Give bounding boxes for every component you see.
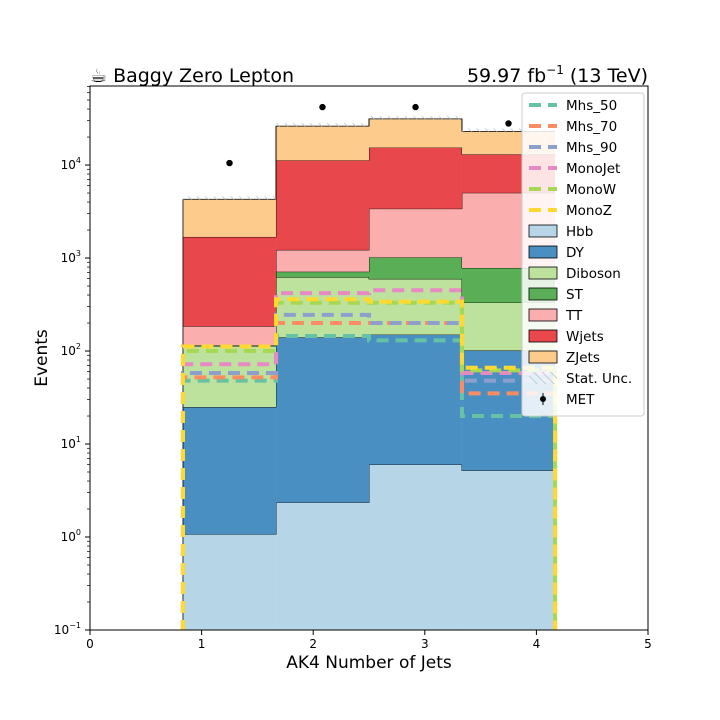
legend-item: Mhs_50	[529, 98, 617, 114]
y-tick-label: 101	[61, 435, 81, 451]
plot-frame	[89, 85, 649, 631]
legend-label: Hbb	[566, 224, 593, 240]
legend-item: DY	[528, 245, 585, 261]
signal-mhs_70-line	[180, 321, 558, 630]
legend-item: MonoZ	[529, 203, 612, 219]
x-tick-label: 0	[86, 637, 94, 651]
bar-dy	[369, 334, 462, 465]
met-data-point	[505, 120, 512, 127]
lumi-exponent: −1	[546, 63, 564, 77]
stat-unc-band	[461, 128, 556, 133]
legend-label: Stat. Unc.	[566, 371, 632, 387]
signal-monojet-line	[180, 288, 558, 630]
y-tick-label: 10−1	[54, 621, 81, 637]
stat-unc-band	[276, 123, 369, 128]
met-data-point	[412, 103, 419, 111]
bar-dy	[276, 337, 369, 503]
legend-swatch-point	[540, 396, 546, 402]
legend-label: Mhs_50	[566, 98, 617, 114]
legend-label: Mhs_90	[566, 140, 617, 156]
bar-tt	[369, 208, 462, 258]
legend-swatch-box	[528, 308, 558, 322]
x-tick-label: 5	[644, 637, 652, 651]
signal-monoz-line	[180, 297, 558, 630]
bar-tt	[276, 249, 369, 272]
x-tick-label: 1	[198, 637, 206, 651]
legend-label: MonoW	[566, 182, 616, 198]
legend-swatch-box	[528, 245, 558, 259]
y-tick-label: 102	[61, 342, 81, 358]
bar-dy	[182, 407, 277, 535]
met-data-point	[226, 159, 233, 167]
legend-item: Diboson	[528, 266, 621, 282]
bar-hbb	[182, 534, 277, 630]
bar-diboson	[369, 278, 462, 335]
x-tick-label: 3	[421, 637, 429, 651]
legend-label: MET	[566, 392, 595, 408]
legend-item: MonoJet	[529, 161, 620, 177]
bar-diboson	[276, 277, 369, 338]
bar-wjets	[182, 236, 277, 327]
energy-label: (13 TeV)	[564, 65, 648, 87]
bar-zjets	[182, 199, 277, 237]
stack-wjets-series	[182, 147, 556, 327]
bar-st	[369, 257, 462, 279]
legend-label: Mhs_70	[566, 119, 617, 135]
data-points	[226, 103, 512, 167]
bar-zjets	[369, 118, 462, 148]
stat-unc-band	[369, 115, 462, 120]
signal-mhs_90-line	[180, 312, 558, 630]
x-axis: 0 1 2 3 4 5	[86, 630, 652, 651]
y-axis: 10−1 100 101 102 103 104	[54, 86, 90, 637]
legend-item: MonoW	[529, 182, 616, 198]
chart-title-left: ☕ Baggy Zero Lepton	[90, 65, 294, 87]
legend-swatch-box	[528, 266, 558, 280]
legend-item: Stat. Unc.	[529, 371, 632, 387]
legend-swatch-box	[528, 287, 558, 301]
legend-label: TT	[565, 308, 583, 324]
bar-zjets	[276, 126, 369, 161]
bar-tt	[182, 326, 277, 346]
stat-unc-band	[182, 196, 277, 201]
legend-swatch-box	[528, 224, 558, 238]
legend-item: Mhs_70	[529, 119, 617, 135]
bar-wjets	[276, 160, 369, 250]
legend-label: DY	[566, 245, 585, 261]
bar-wjets	[369, 147, 462, 209]
legend-item: ZJets	[528, 350, 600, 366]
x-tick-label: 4	[533, 637, 541, 651]
legend-label: ST	[566, 287, 584, 303]
legend-item: Mhs_90	[529, 140, 617, 156]
legend-swatch-hatch	[529, 372, 557, 384]
legend-item: MET	[540, 392, 595, 408]
y-tick-label: 103	[61, 249, 81, 265]
legend-label: MonoZ	[566, 203, 612, 219]
legend-swatch-box	[528, 329, 558, 343]
bar-hbb	[276, 502, 369, 630]
y-tick-label: 100	[61, 528, 81, 544]
bar-hbb	[461, 470, 556, 630]
legend-label: ZJets	[566, 350, 600, 366]
bar-st	[276, 271, 369, 278]
x-tick-label: 2	[309, 637, 317, 651]
signal-mhs_50-line	[180, 334, 558, 630]
lumi-value: 59.97 fb	[467, 65, 546, 87]
legend: Mhs_50 Mhs_70 Mhs_90 MonoJet MonoW MonoZ Hbb DY…	[521, 92, 645, 417]
x-axis-label: AK4 Number of Jets	[286, 653, 452, 673]
legend-item: Hbb	[528, 224, 593, 240]
legend-item: Wjets	[528, 329, 604, 345]
y-tick-label: 104	[61, 156, 81, 172]
legend-label: Diboson	[566, 266, 621, 282]
legend-label: MonoJet	[566, 161, 620, 177]
legend-swatch-box	[528, 350, 558, 364]
chart-title-right: 59.97 fb−1 (13 TeV)	[467, 63, 648, 87]
legend-item: TT	[528, 308, 583, 324]
met-data-point	[319, 103, 326, 111]
legend-item: ST	[528, 287, 584, 303]
signal-lines	[180, 288, 558, 630]
bar-hbb	[369, 464, 462, 630]
legend-label: Wjets	[566, 329, 604, 345]
y-axis-label: Events	[32, 329, 52, 387]
